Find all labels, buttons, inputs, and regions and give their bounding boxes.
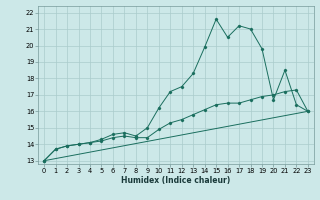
X-axis label: Humidex (Indice chaleur): Humidex (Indice chaleur) — [121, 176, 231, 185]
